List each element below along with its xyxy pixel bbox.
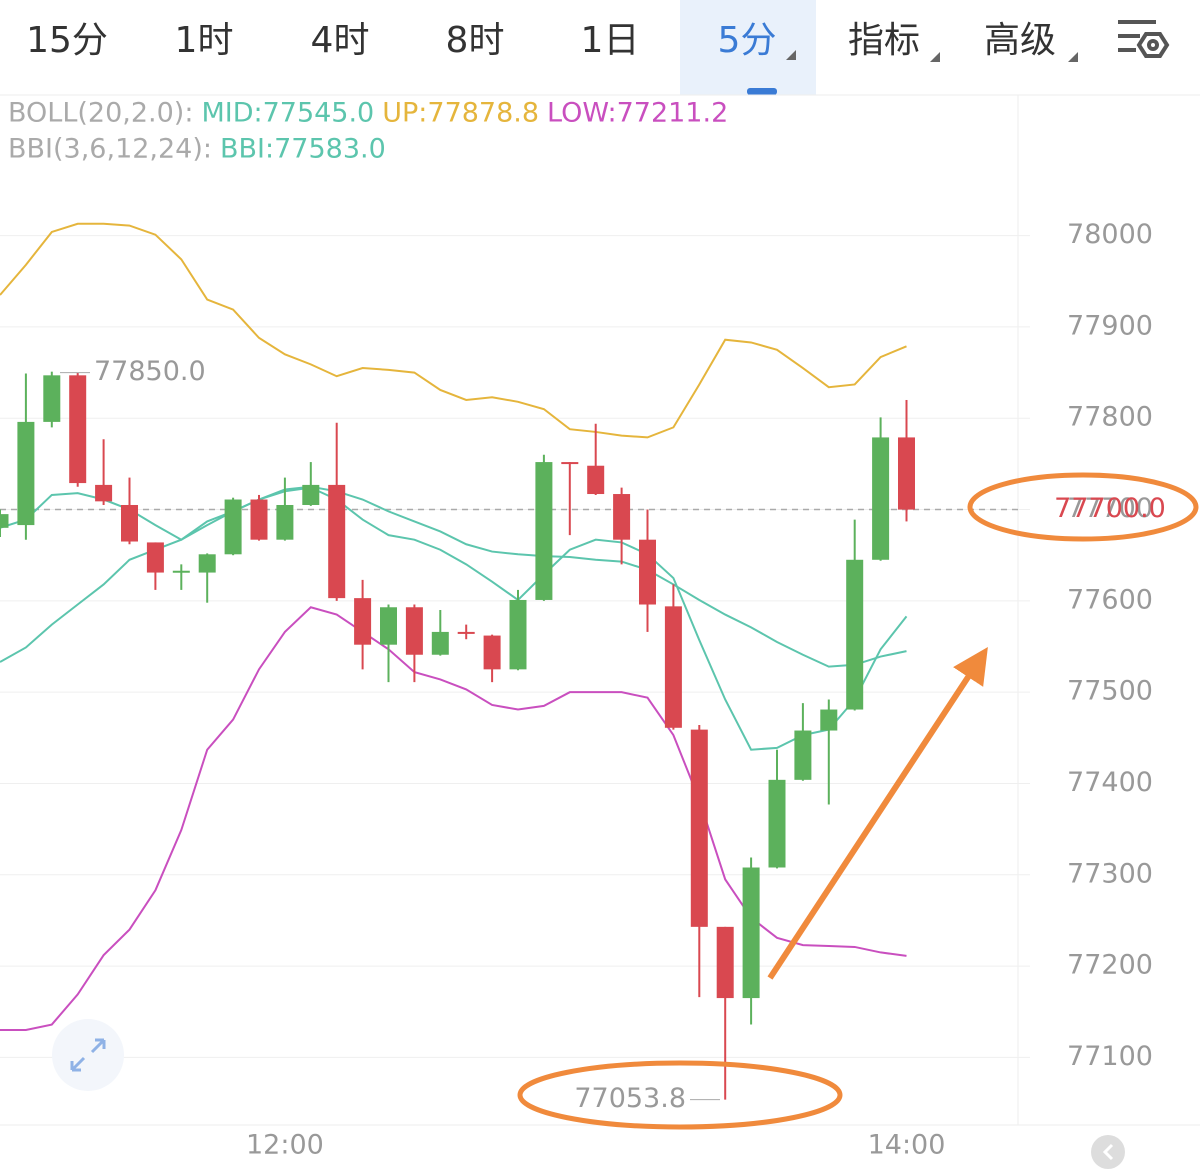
expand-button[interactable] <box>52 1019 124 1091</box>
candle-body <box>431 631 449 655</box>
y-tick-label: 77700 <box>1067 493 1153 524</box>
candle-body <box>354 598 372 645</box>
tab-bar <box>0 0 1200 95</box>
legend-item: MID:77545.0 <box>201 98 374 129</box>
indicator-line <box>0 222 907 439</box>
last-price-label: 77700.0 <box>1054 493 1166 524</box>
tab[interactable]: 5分 <box>718 20 777 61</box>
y-tick-label: 77200 <box>1067 950 1153 981</box>
scroll-icon <box>1102 1143 1114 1161</box>
candle-body <box>172 570 190 573</box>
candle-body <box>613 494 631 540</box>
candle-body <box>146 542 164 573</box>
tab[interactable]: 1日 <box>581 20 640 61</box>
tab[interactable]: 4时 <box>311 20 370 61</box>
candle-body <box>121 504 138 542</box>
candle-body <box>405 607 423 655</box>
candle-body <box>690 729 708 927</box>
candle-body <box>794 730 812 780</box>
indicator-line <box>0 486 908 751</box>
candle-body <box>509 599 527 670</box>
y-tick-label: 77300 <box>1067 858 1153 889</box>
legend-item: BBI:77583.0 <box>220 134 386 165</box>
candle-body <box>302 484 320 505</box>
tab[interactable]: 8时 <box>446 20 505 61</box>
candle-body <box>69 375 87 484</box>
tab[interactable]: 高级 <box>984 20 1056 61</box>
active-tab-bg <box>680 0 816 95</box>
candle-body <box>846 559 864 710</box>
candle-body <box>587 465 605 495</box>
legend-label: BBI(3,6,12,24): <box>8 134 212 165</box>
candle-body <box>380 607 397 645</box>
expand-icon <box>70 1038 106 1072</box>
scroll-button[interactable] <box>1091 1135 1125 1169</box>
low-label: 77053.8 <box>574 1083 686 1114</box>
candle-body <box>664 606 682 728</box>
candle-body <box>276 504 294 540</box>
x-tick-label: 14:00 <box>868 1130 946 1161</box>
candle-body <box>483 635 501 670</box>
settings-icon[interactable] <box>1118 20 1170 58</box>
candle-body <box>250 499 268 540</box>
y-tick-label: 77800 <box>1067 402 1153 433</box>
trend-arrow <box>767 646 988 980</box>
legend-item: LOW:77211.2 <box>547 98 728 129</box>
high-label: 77850.0 <box>94 356 206 387</box>
candle-body <box>639 539 656 605</box>
candle-body <box>328 484 346 599</box>
candle-body <box>742 867 760 999</box>
candle-body <box>768 779 786 868</box>
candle-body <box>457 631 475 634</box>
tab[interactable]: 1时 <box>175 20 234 61</box>
candle-body <box>561 462 579 465</box>
y-tick-label: 77400 <box>1067 767 1153 798</box>
candle-body <box>198 554 216 573</box>
candle-body <box>95 484 113 502</box>
x-tick-label: 12:00 <box>246 1130 324 1161</box>
highlight-ellipse <box>967 472 1199 542</box>
candle-body <box>872 437 890 560</box>
candle-body <box>820 709 838 731</box>
active-tab-indicator <box>747 88 777 95</box>
legend-item: UP:77878.8 <box>382 98 539 129</box>
candle-body <box>716 926 734 999</box>
candle-body <box>898 437 915 510</box>
tab[interactable]: 指标 <box>848 20 920 61</box>
candle-body <box>224 499 242 555</box>
candle-body <box>0 514 9 528</box>
y-tick-label: 77900 <box>1067 310 1153 341</box>
y-tick-label: 77500 <box>1067 676 1153 707</box>
y-tick-label: 77100 <box>1067 1041 1153 1072</box>
plot-area <box>0 222 1018 1100</box>
candle-body <box>17 421 35 526</box>
y-tick-label: 77600 <box>1067 584 1153 615</box>
tab[interactable]: 15分 <box>26 20 108 61</box>
y-tick-label: 78000 <box>1067 219 1153 250</box>
candle-body <box>535 462 553 600</box>
legend-label: BOLL(20,2.0): <box>8 98 193 129</box>
candle-body <box>43 375 61 422</box>
highlight-ellipse <box>517 1060 843 1130</box>
